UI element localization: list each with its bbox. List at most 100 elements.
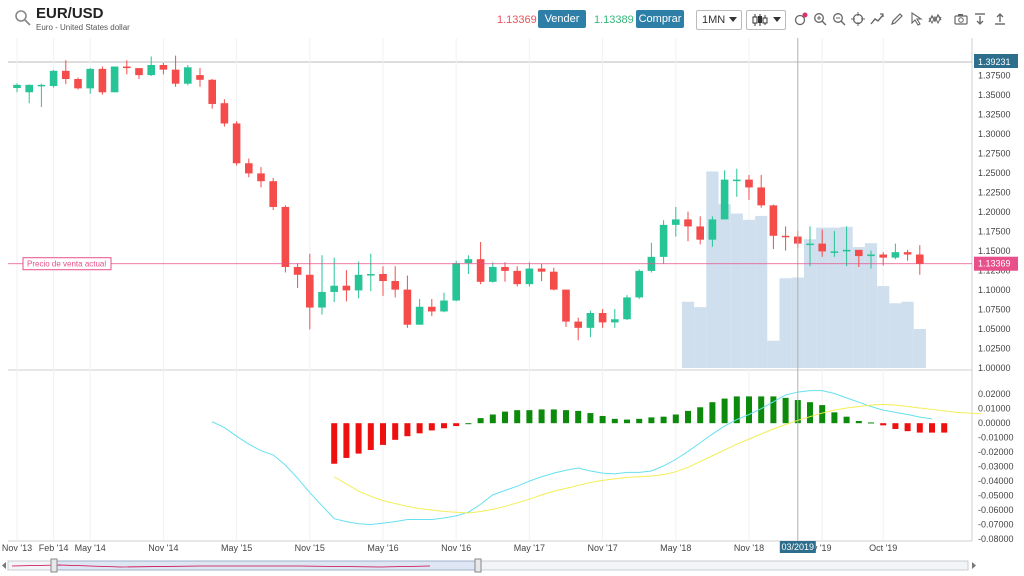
volume-bar bbox=[852, 247, 865, 368]
navigator-handle-left[interactable] bbox=[50, 558, 58, 573]
macd-histogram-bar bbox=[380, 423, 386, 445]
candle-body bbox=[464, 259, 473, 264]
volume-bar bbox=[779, 278, 792, 368]
indicators-icon[interactable] bbox=[794, 12, 808, 26]
price-tick-label: 1.22500 bbox=[978, 188, 1011, 198]
candle-body bbox=[354, 274, 363, 291]
navigator-scrollbar[interactable] bbox=[0, 558, 1024, 576]
macd-tick-label: -0.04000 bbox=[978, 476, 1014, 486]
price-tick-label: 1.30000 bbox=[978, 129, 1011, 139]
zoom-in-icon[interactable] bbox=[813, 12, 827, 26]
current-date-tag bbox=[779, 541, 816, 553]
candle-body bbox=[733, 179, 741, 182]
sell-button[interactable]: Vender bbox=[538, 10, 586, 28]
crosshair-icon[interactable] bbox=[851, 12, 865, 26]
macd-histogram-bar bbox=[819, 405, 826, 424]
volume-bars bbox=[681, 171, 926, 368]
candle-body bbox=[672, 219, 680, 225]
macd-tick-label: -0.03000 bbox=[978, 462, 1014, 472]
volume-bar bbox=[901, 301, 914, 368]
buy-button[interactable]: Comprar bbox=[636, 10, 684, 28]
candle-body bbox=[769, 205, 778, 236]
volume-bar bbox=[889, 303, 902, 368]
macd-histogram-bar bbox=[367, 423, 374, 450]
candle-body bbox=[330, 285, 338, 292]
chevron-down-icon bbox=[729, 17, 737, 22]
macd-histogram-bar bbox=[685, 410, 691, 424]
grid bbox=[8, 38, 973, 542]
navigator-handle-right[interactable] bbox=[474, 558, 482, 573]
price-tick-label: 1.15000 bbox=[978, 246, 1011, 256]
search-icon[interactable] bbox=[14, 9, 32, 27]
macd-histogram-bar bbox=[563, 410, 569, 424]
candle-body bbox=[98, 68, 107, 93]
macd-histogram-bar bbox=[746, 396, 752, 424]
symbol-title[interactable]: EUR/USD bbox=[36, 5, 104, 22]
cursor-icon[interactable] bbox=[909, 12, 923, 26]
candle-body bbox=[184, 67, 192, 84]
macd-histogram-bar bbox=[550, 409, 557, 424]
macd-histogram-bar bbox=[355, 423, 362, 454]
candle-body bbox=[537, 268, 546, 272]
candle-body bbox=[708, 219, 717, 240]
time-tick-label: May '18 bbox=[660, 543, 691, 553]
scroll-right-icon[interactable] bbox=[972, 562, 976, 569]
volume-bar bbox=[803, 239, 817, 368]
volume-bar bbox=[840, 226, 853, 368]
candle-body bbox=[830, 251, 839, 253]
candle-body bbox=[574, 321, 582, 328]
macd-histogram-bar bbox=[892, 423, 899, 429]
macd-histogram-bar bbox=[782, 397, 789, 424]
candle-body bbox=[550, 271, 558, 290]
camera-icon[interactable] bbox=[954, 12, 968, 26]
timeframe-select[interactable]: 1MN bbox=[696, 10, 742, 30]
candle-body bbox=[245, 163, 253, 174]
macd-tick-label: -0.05000 bbox=[978, 491, 1014, 501]
top-price-label: 1.39231 bbox=[978, 57, 1011, 67]
chart-type-select[interactable] bbox=[746, 10, 786, 30]
time-tick-label: Nov '15 bbox=[295, 543, 325, 553]
candle-body bbox=[403, 289, 412, 325]
time-tick-label: Nov '18 bbox=[734, 543, 764, 553]
symbol-description: Euro - United States dollar bbox=[36, 23, 130, 32]
macd-histogram-bar bbox=[331, 423, 338, 464]
signal-line bbox=[333, 403, 981, 514]
candle-body bbox=[281, 206, 290, 267]
volume-bar bbox=[718, 204, 731, 368]
macd-histogram-bar bbox=[538, 409, 545, 424]
macd-histogram-bar bbox=[465, 423, 472, 425]
share-icon[interactable] bbox=[993, 12, 1007, 26]
download-icon[interactable] bbox=[973, 12, 987, 26]
candle-body bbox=[513, 270, 521, 285]
time-tick-label: Nov '16 bbox=[441, 543, 471, 553]
candle-body bbox=[501, 266, 509, 271]
candle-body bbox=[720, 179, 729, 220]
candle-body bbox=[684, 219, 692, 227]
top-price-tag bbox=[974, 54, 1018, 68]
candle-body bbox=[37, 84, 46, 87]
candle-body bbox=[598, 313, 607, 323]
macd-histogram-bar bbox=[868, 422, 874, 424]
time-tick-label: y '19 bbox=[813, 543, 832, 553]
trend-icon[interactable] bbox=[870, 12, 884, 26]
pencil-icon[interactable] bbox=[890, 12, 904, 26]
macd-histogram-bar bbox=[502, 411, 508, 424]
current-price-box bbox=[22, 257, 112, 271]
volume-bar bbox=[913, 329, 926, 368]
current-price-label: 1.13369 bbox=[978, 259, 1011, 269]
candle-body bbox=[62, 70, 70, 80]
pattern-icon[interactable] bbox=[928, 12, 942, 26]
macd-histogram-bar bbox=[416, 423, 423, 434]
zoom-out-icon[interactable] bbox=[832, 12, 846, 26]
candle-body bbox=[623, 297, 631, 320]
time-tick-label: May '17 bbox=[514, 543, 545, 553]
candle-body bbox=[159, 64, 168, 70]
current-price-tag bbox=[974, 256, 1018, 271]
macd-histogram-bar bbox=[880, 423, 887, 426]
volume-bar bbox=[767, 340, 780, 368]
scroll-left-icon[interactable] bbox=[2, 562, 6, 569]
navigator-window[interactable] bbox=[54, 560, 479, 571]
candle-body bbox=[562, 289, 570, 322]
macd-histogram-bar bbox=[343, 423, 350, 458]
